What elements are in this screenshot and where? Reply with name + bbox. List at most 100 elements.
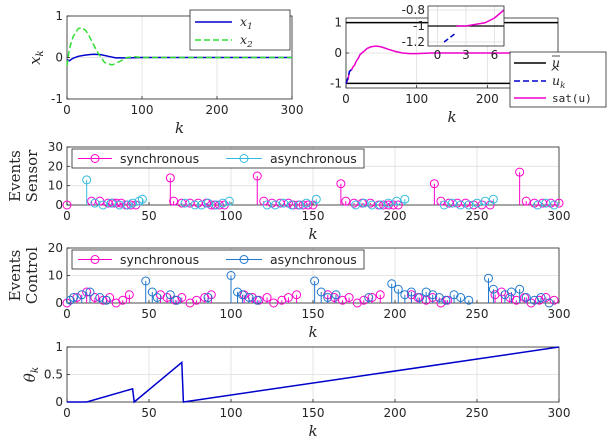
asynchronous-marker <box>488 194 498 204</box>
asynchronous-marker <box>90 198 100 208</box>
asynchronous-marker <box>137 194 147 204</box>
u-hat-line <box>345 67 354 84</box>
x1-line <box>66 53 292 62</box>
asynchronous-marker <box>383 198 393 208</box>
inset-x-tick-label: 0 <box>434 48 442 62</box>
x-tick-label: 50 <box>141 307 156 321</box>
x-tick-label: 0 <box>63 209 71 223</box>
synchronous-marker <box>344 293 354 302</box>
x-axis-label: k <box>308 422 317 440</box>
x-tick-label: 150 <box>302 406 325 420</box>
synchronous-marker <box>497 287 507 297</box>
asynchronous-marker <box>515 284 525 294</box>
y-axis-label-line2: Events <box>6 250 24 302</box>
synchronous-marker <box>192 295 202 305</box>
asynchronous-marker <box>190 200 200 210</box>
legend-async-label: asynchronous <box>270 151 357 166</box>
synchronous-marker <box>252 171 262 181</box>
asynchronous-marker <box>375 200 385 210</box>
inset-u-hat-line <box>443 33 456 43</box>
x-tick-label: 100 <box>405 92 428 106</box>
legend-sync-label: synchronous <box>120 252 199 267</box>
x-axis-label: k <box>447 108 456 126</box>
asynchronous-marker <box>488 284 498 294</box>
asynchronous-marker <box>323 293 333 302</box>
asynchronous-marker <box>128 198 138 208</box>
asynchronous-marker <box>544 298 554 308</box>
synchronous-marker <box>554 198 564 208</box>
y-tick-label: 30 <box>48 140 63 154</box>
legend-box <box>71 249 365 270</box>
asynchronous-marker <box>447 198 457 208</box>
x2-line <box>66 26 292 66</box>
y-tick-label: 1 <box>334 16 342 30</box>
synchronous-marker <box>521 196 531 206</box>
legend-u-hat-caret: ^ <box>550 64 560 79</box>
inset-y-tick-label: -0.8 <box>402 3 425 17</box>
synchronous-marker <box>511 295 521 305</box>
asynchronous-marker <box>270 200 280 210</box>
y-axis-label-line2: Events <box>6 150 24 202</box>
asynchronous-marker <box>364 293 374 302</box>
x-axis-label: k <box>308 323 317 341</box>
asynchronous-marker <box>441 295 451 305</box>
legend-box <box>71 148 365 169</box>
asynchronous-marker <box>406 287 416 297</box>
synchronous-marker <box>206 290 216 300</box>
legend-async-marker <box>239 154 249 163</box>
legend: synchronous asynchronous <box>71 249 365 270</box>
inset-sat-line <box>456 9 505 27</box>
legend: u uk^ sat(u) <box>509 51 607 108</box>
y-axis-label: xk <box>26 50 46 65</box>
y-tick-label: -1 <box>51 92 63 106</box>
asynchronous-marker <box>549 200 559 210</box>
x-tick-label: 50 <box>141 406 156 420</box>
asynchronous-marker <box>541 198 551 208</box>
asynchronous-marker <box>536 293 546 302</box>
x-tick-label: 200 <box>206 103 229 117</box>
inset-y-tick-label: -1.2 <box>402 35 425 49</box>
asynchronous-marker <box>295 200 305 210</box>
inset-y-tick-label: -1 <box>413 19 425 33</box>
asynchronous-marker <box>152 293 162 302</box>
x-tick-label: 200 <box>384 209 407 223</box>
asynchronous-marker <box>456 293 466 302</box>
legend-sync-marker <box>90 154 100 163</box>
asynchronous-marker <box>464 295 474 305</box>
x-tick-label: 100 <box>220 406 243 420</box>
asynchronous-marker <box>301 198 311 208</box>
y-axis-label: θk <box>21 367 41 382</box>
synchronous-marker <box>90 293 100 302</box>
y-axis-label-line1: Control <box>23 247 41 304</box>
legend-box <box>189 9 291 51</box>
asynchronous-marker <box>533 200 543 210</box>
asynchronous-marker <box>69 293 79 302</box>
synchronous-marker <box>126 200 136 210</box>
asynchronous-marker <box>65 295 75 305</box>
asynchronous-marker <box>415 293 425 302</box>
synchronous-marker <box>162 293 172 302</box>
y-axis-label-line1: Sensor <box>23 149 41 203</box>
asynchronous-marker <box>351 200 361 210</box>
legend-sync-marker <box>90 255 100 264</box>
asynchronous-marker <box>400 194 410 204</box>
asynchronous-marker <box>310 276 320 286</box>
synchronous-marker <box>124 290 134 300</box>
asynchronous-marker <box>141 276 151 286</box>
x-tick-label: 300 <box>548 307 571 321</box>
asynchronous-marker <box>77 290 87 300</box>
synchronous-marker <box>116 198 126 208</box>
synchronous-marker <box>393 200 403 210</box>
asynchronous-marker <box>123 200 133 210</box>
y-tick-label: 10 <box>48 269 63 283</box>
synchronous-marker <box>549 295 559 305</box>
legend-u-hat-label: uk <box>552 73 565 91</box>
y-tick-label: 1 <box>55 340 63 354</box>
asynchronous-marker <box>439 200 449 210</box>
legend-sat-label: sat(u) <box>552 92 592 105</box>
synchronous-marker <box>367 293 377 302</box>
y-tick-label: 0 <box>55 296 63 310</box>
x-tick-label: 300 <box>548 209 571 223</box>
